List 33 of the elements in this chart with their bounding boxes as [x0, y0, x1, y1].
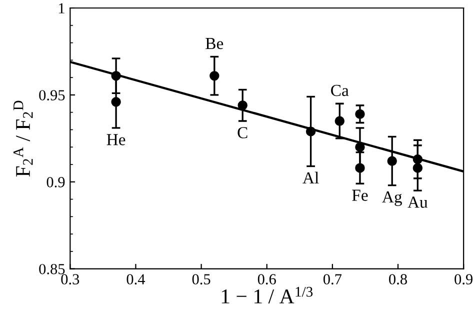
annotation: Ca	[331, 84, 349, 96]
x-tick-label: 0.7	[323, 274, 342, 284]
annotation: Al	[302, 172, 319, 184]
point	[355, 142, 365, 152]
point	[355, 163, 365, 173]
point	[111, 97, 121, 107]
x-tick-label: 0.8	[389, 274, 407, 284]
x-tick-label: 0.6	[258, 274, 276, 284]
annotation: Au	[408, 196, 428, 208]
point	[210, 70, 220, 81]
point	[412, 154, 423, 164]
point	[387, 156, 397, 166]
x-tick-label: 0.4	[126, 274, 146, 284]
annotation: C	[238, 127, 248, 138]
annotation: Fe	[352, 190, 368, 201]
y-tick-label: 0.85	[39, 264, 65, 274]
annotation: Ag	[382, 191, 402, 206]
point	[238, 100, 248, 110]
x-axis-title: 1 − 1 / A$^{1/3}$	[222, 286, 313, 304]
y-tick-label: 0.95	[39, 90, 65, 100]
y-tick-label: 1	[58, 3, 64, 14]
point	[412, 163, 423, 173]
point	[355, 109, 365, 119]
point	[334, 116, 345, 126]
y-axis-title: F$_{2}$$^{A}$ / F$_{2}$$^{D}$	[13, 100, 33, 177]
annotation: Be	[206, 38, 224, 50]
x-tick-label: 0.5	[192, 274, 210, 284]
x-tick-label: 0.9	[454, 274, 472, 284]
annotation: He	[106, 134, 126, 146]
point	[306, 126, 316, 136]
x-tick-label: 0.3	[61, 274, 80, 284]
point	[111, 70, 121, 81]
y-tick-label: 0.9	[46, 177, 65, 188]
